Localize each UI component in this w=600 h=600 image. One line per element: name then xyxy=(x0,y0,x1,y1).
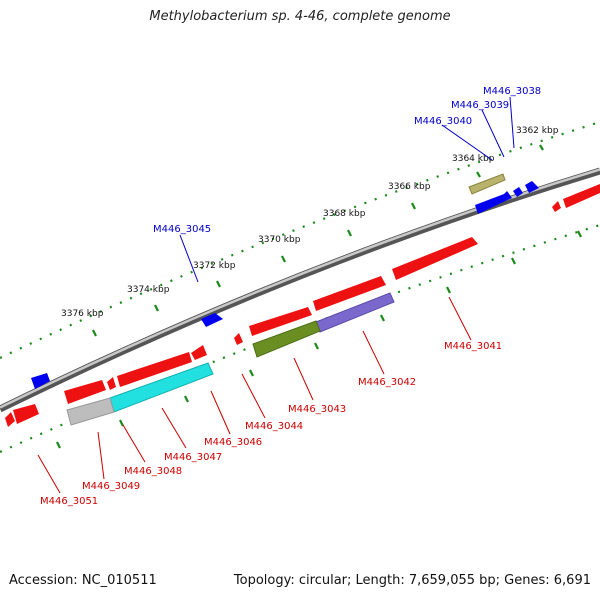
gene-label-M446_3045[interactable]: M446_3045 xyxy=(153,224,211,235)
gene-feature[interactable] xyxy=(525,181,539,193)
gene-feature[interactable] xyxy=(563,184,600,208)
gene-label-M446_3049[interactable]: M446_3049 xyxy=(82,481,140,492)
forward-genes xyxy=(5,173,600,427)
tick-label: 3376 kbp xyxy=(61,309,104,319)
gene-M446_3039-feature[interactable] xyxy=(475,191,512,214)
genome-summary-text: Topology: circular; Length: 7,659,055 bp… xyxy=(233,573,591,588)
tick-label: 3368 kbp xyxy=(323,209,366,219)
tick-labels: 3362 kbp 3364 kbp 3366 kbp 3368 kbp 3370… xyxy=(61,126,559,319)
tick-label: 3374 kbp xyxy=(127,285,170,295)
gene-M446_3046-feature[interactable] xyxy=(191,345,207,360)
gene-M446_3043-feature[interactable] xyxy=(249,307,312,336)
gene-feature[interactable] xyxy=(552,201,561,212)
genome-backbone xyxy=(0,167,600,413)
gene-M446_3041-feature[interactable] xyxy=(392,237,478,280)
gene-feature[interactable] xyxy=(107,377,116,390)
gene-M446_3038-feature[interactable] xyxy=(513,187,523,197)
gene-label-M446_3039[interactable]: M446_3039 xyxy=(451,100,509,111)
gene-M446_3040-feature[interactable] xyxy=(468,173,506,195)
reverse-leader-lines xyxy=(37,296,472,494)
gene-M446_3045-feature[interactable] xyxy=(201,313,223,327)
gene-labels: M446_3038 M446_3039 M446_3040 M446_3045 … xyxy=(40,86,541,507)
tick-label: 3362 kbp xyxy=(516,126,559,136)
gene-label-M446_3047[interactable]: M446_3047 xyxy=(164,452,222,463)
outer-major-ticks xyxy=(92,144,544,337)
gene-M446_3049-domain[interactable] xyxy=(66,397,115,426)
gene-M446_3049-feature[interactable] xyxy=(13,404,39,424)
inner-major-ticks xyxy=(56,230,582,449)
tick-label: 3366 kbp xyxy=(388,182,431,192)
tick-label: 3372 kbp xyxy=(193,261,236,271)
gene-M446_3043-domain[interactable] xyxy=(252,320,321,358)
gene-M446_3051-feature[interactable] xyxy=(5,412,15,427)
reverse-genes xyxy=(66,292,395,426)
gene-label-M446_3051[interactable]: M446_3051 xyxy=(40,496,98,507)
gene-label-M446_3048[interactable]: M446_3048 xyxy=(124,466,182,477)
gene-label-M446_3038[interactable]: M446_3038 xyxy=(483,86,541,97)
genome-title: Methylobacterium sp. 4-46, complete geno… xyxy=(149,9,451,24)
gene-M446_3048-feature[interactable] xyxy=(64,380,106,404)
tick-label: 3364 kbp xyxy=(452,154,495,164)
gene-label-M446_3043[interactable]: M446_3043 xyxy=(288,404,346,415)
gene-M446_3047-feature[interactable] xyxy=(117,352,192,387)
gene-M446_3042-feature[interactable] xyxy=(313,276,386,311)
gene-label-M446_3042[interactable]: M446_3042 xyxy=(358,377,416,388)
tick-label: 3370 kbp xyxy=(258,235,301,245)
gene-label-M446_3044[interactable]: M446_3044 xyxy=(245,421,303,432)
gene-label-M446_3040[interactable]: M446_3040 xyxy=(414,116,472,127)
accession-text: Accession: NC_010511 xyxy=(9,573,157,588)
gene-label-M446_3041[interactable]: M446_3041 xyxy=(444,341,502,352)
gene-label-M446_3046[interactable]: M446_3046 xyxy=(204,437,262,448)
forward-leader-lines xyxy=(179,96,515,283)
gene-feature[interactable] xyxy=(31,373,50,389)
gene-M446_3044-feature[interactable] xyxy=(234,333,243,345)
